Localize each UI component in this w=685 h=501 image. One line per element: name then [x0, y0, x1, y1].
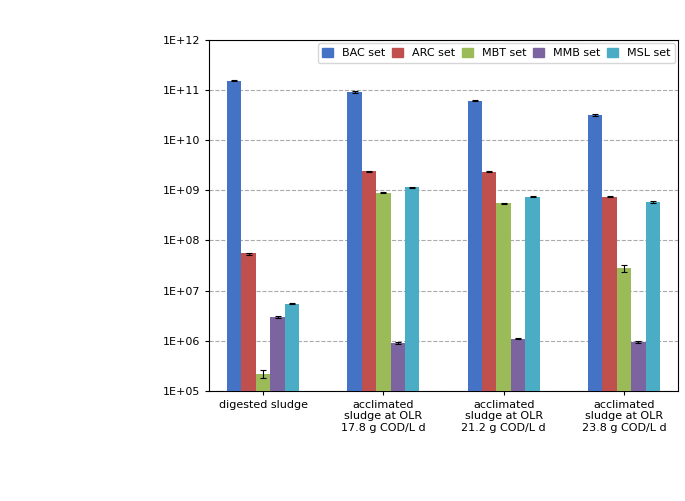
Bar [241, 254, 256, 501]
Bar [376, 193, 390, 501]
Bar [256, 374, 271, 501]
Bar [616, 268, 631, 501]
Bar [525, 196, 540, 501]
Bar [227, 81, 241, 501]
Bar [646, 202, 660, 501]
Bar [602, 196, 616, 501]
Bar [588, 115, 602, 501]
Bar [482, 172, 497, 501]
Bar [468, 101, 482, 501]
Bar [511, 339, 525, 501]
Bar [405, 187, 419, 501]
Bar [285, 304, 299, 501]
Legend: BAC set, ARC set, MBT set, MMB set, MSL set: BAC set, ARC set, MBT set, MMB set, MSL … [318, 44, 675, 63]
Bar [271, 317, 285, 501]
Bar [390, 343, 405, 501]
Bar [497, 203, 511, 501]
Bar [362, 171, 376, 501]
Bar [347, 92, 362, 501]
Bar [631, 342, 646, 501]
